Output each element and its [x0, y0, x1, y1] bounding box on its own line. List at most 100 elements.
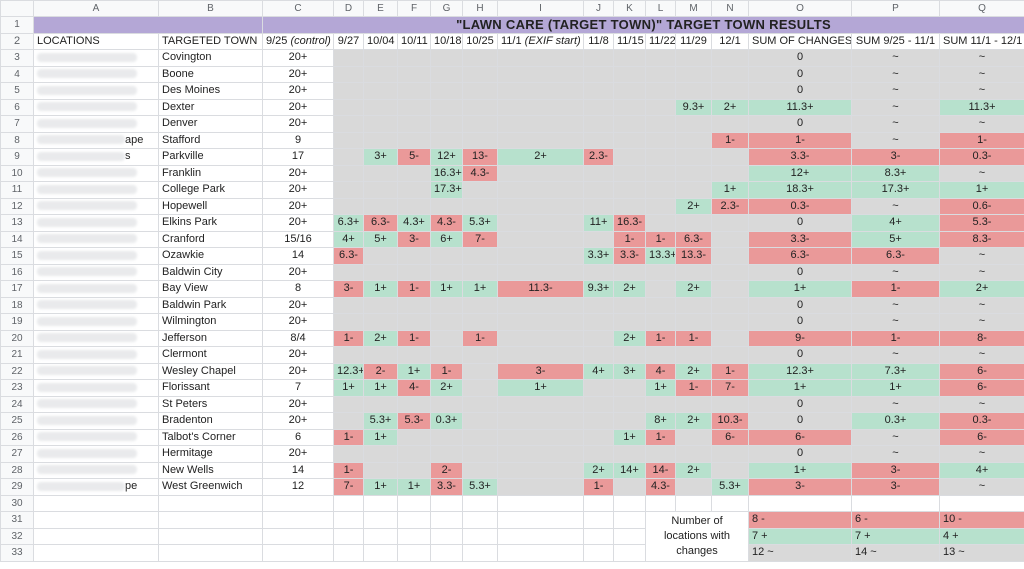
sum-of-changes-cell[interactable]: 0: [748, 115, 852, 133]
header-date[interactable]: 10/11: [397, 32, 431, 50]
change-cell[interactable]: [613, 445, 646, 463]
change-cell[interactable]: [462, 65, 498, 83]
empty-cell[interactable]: [33, 511, 159, 529]
location-cell[interactable]: [33, 445, 159, 463]
change-cell[interactable]: [462, 395, 498, 413]
empty-cell[interactable]: [262, 527, 334, 545]
change-cell[interactable]: [497, 197, 584, 215]
sum-period-1-cell[interactable]: 4+: [851, 214, 940, 232]
sum-of-changes-cell[interactable]: 3.3-: [748, 148, 852, 166]
change-cell[interactable]: [675, 346, 712, 364]
change-cell[interactable]: [711, 230, 749, 248]
change-cell[interactable]: 1-: [462, 329, 498, 347]
change-cell[interactable]: [497, 115, 584, 133]
change-cell[interactable]: [613, 197, 646, 215]
empty-cell[interactable]: [262, 511, 334, 529]
empty-cell[interactable]: [262, 494, 334, 512]
sum-of-changes-cell[interactable]: 0: [748, 49, 852, 67]
change-cell[interactable]: [497, 428, 584, 446]
change-cell[interactable]: [363, 346, 398, 364]
row-number[interactable]: 28: [0, 461, 34, 479]
header-date[interactable]: 12/1: [711, 32, 749, 50]
change-cell[interactable]: [497, 329, 584, 347]
empty-cell[interactable]: [583, 544, 614, 562]
change-cell[interactable]: [645, 197, 676, 215]
header-date[interactable]: 9/27: [333, 32, 364, 50]
column-header-p[interactable]: P: [851, 0, 940, 17]
change-cell[interactable]: [583, 181, 614, 199]
change-cell[interactable]: [613, 379, 646, 397]
change-cell[interactable]: 1-: [397, 280, 431, 298]
change-cell[interactable]: [430, 131, 463, 149]
sum-period-1-cell[interactable]: 7.3+: [851, 362, 940, 380]
change-cell[interactable]: 17.3+: [430, 181, 463, 199]
change-cell[interactable]: 1-: [645, 230, 676, 248]
change-cell[interactable]: [333, 313, 364, 331]
header-sum-period-2[interactable]: SUM 11/1 - 12/1: [939, 32, 1024, 50]
change-cell[interactable]: [613, 478, 646, 496]
row-number[interactable]: 31: [0, 511, 34, 529]
change-cell[interactable]: [363, 395, 398, 413]
change-cell[interactable]: 1-: [430, 362, 463, 380]
sum-period-2-cell[interactable]: 8.3-: [939, 230, 1024, 248]
change-cell[interactable]: 4+: [583, 362, 614, 380]
control-cell[interactable]: 8/4: [262, 329, 334, 347]
column-header-b[interactable]: B: [158, 0, 263, 17]
change-cell[interactable]: [711, 148, 749, 166]
town-cell[interactable]: Cranford: [158, 230, 263, 248]
change-cell[interactable]: 4-: [645, 362, 676, 380]
change-cell[interactable]: 1-: [583, 478, 614, 496]
change-cell[interactable]: [583, 313, 614, 331]
change-cell[interactable]: [583, 115, 614, 133]
change-cell[interactable]: [613, 82, 646, 100]
summary-value[interactable]: 7 +: [851, 527, 940, 545]
change-cell[interactable]: 3.3-: [430, 478, 463, 496]
change-cell[interactable]: 3-: [333, 280, 364, 298]
empty-cell[interactable]: [748, 494, 852, 512]
control-cell[interactable]: 20+: [262, 296, 334, 314]
sum-period-2-cell[interactable]: 2+: [939, 280, 1024, 298]
town-cell[interactable]: West Greenwich: [158, 478, 263, 496]
sheet-title[interactable]: "LAWN CARE (TARGET TOWN)" TARGET TOWN RE…: [262, 16, 1024, 34]
control-cell[interactable]: 20+: [262, 49, 334, 67]
change-cell[interactable]: 2-: [430, 461, 463, 479]
change-cell[interactable]: 1-: [645, 428, 676, 446]
change-cell[interactable]: [711, 263, 749, 281]
change-cell[interactable]: [613, 181, 646, 199]
town-cell[interactable]: Bradenton: [158, 412, 263, 430]
town-cell[interactable]: Hermitage: [158, 445, 263, 463]
change-cell[interactable]: [645, 313, 676, 331]
change-cell[interactable]: 5.3+: [363, 412, 398, 430]
change-cell[interactable]: [397, 461, 431, 479]
change-cell[interactable]: [675, 445, 712, 463]
control-cell[interactable]: 14: [262, 461, 334, 479]
sum-of-changes-cell[interactable]: 0: [748, 296, 852, 314]
empty-cell[interactable]: [613, 494, 646, 512]
change-cell[interactable]: 14-: [645, 461, 676, 479]
empty-cell[interactable]: [333, 511, 364, 529]
sum-period-2-cell[interactable]: ~: [939, 395, 1024, 413]
sum-period-1-cell[interactable]: ~: [851, 296, 940, 314]
change-cell[interactable]: [430, 445, 463, 463]
change-cell[interactable]: 1-: [711, 362, 749, 380]
town-cell[interactable]: Wesley Chapel: [158, 362, 263, 380]
change-cell[interactable]: 7-: [711, 379, 749, 397]
change-cell[interactable]: [613, 346, 646, 364]
sum-period-1-cell[interactable]: ~: [851, 82, 940, 100]
sum-of-changes-cell[interactable]: 0: [748, 412, 852, 430]
column-header-k[interactable]: K: [613, 0, 646, 17]
control-cell[interactable]: 15/16: [262, 230, 334, 248]
town-cell[interactable]: Stafford: [158, 131, 263, 149]
change-cell[interactable]: 1+: [645, 379, 676, 397]
change-cell[interactable]: [613, 131, 646, 149]
empty-cell[interactable]: [363, 527, 398, 545]
change-cell[interactable]: [583, 65, 614, 83]
change-cell[interactable]: 1-: [711, 131, 749, 149]
empty-cell[interactable]: [675, 494, 712, 512]
change-cell[interactable]: [497, 82, 584, 100]
sum-of-changes-cell[interactable]: 1-: [748, 131, 852, 149]
change-cell[interactable]: 4.3-: [645, 478, 676, 496]
header-date[interactable]: 11/29: [675, 32, 712, 50]
empty-cell[interactable]: [397, 511, 431, 529]
change-cell[interactable]: [462, 445, 498, 463]
